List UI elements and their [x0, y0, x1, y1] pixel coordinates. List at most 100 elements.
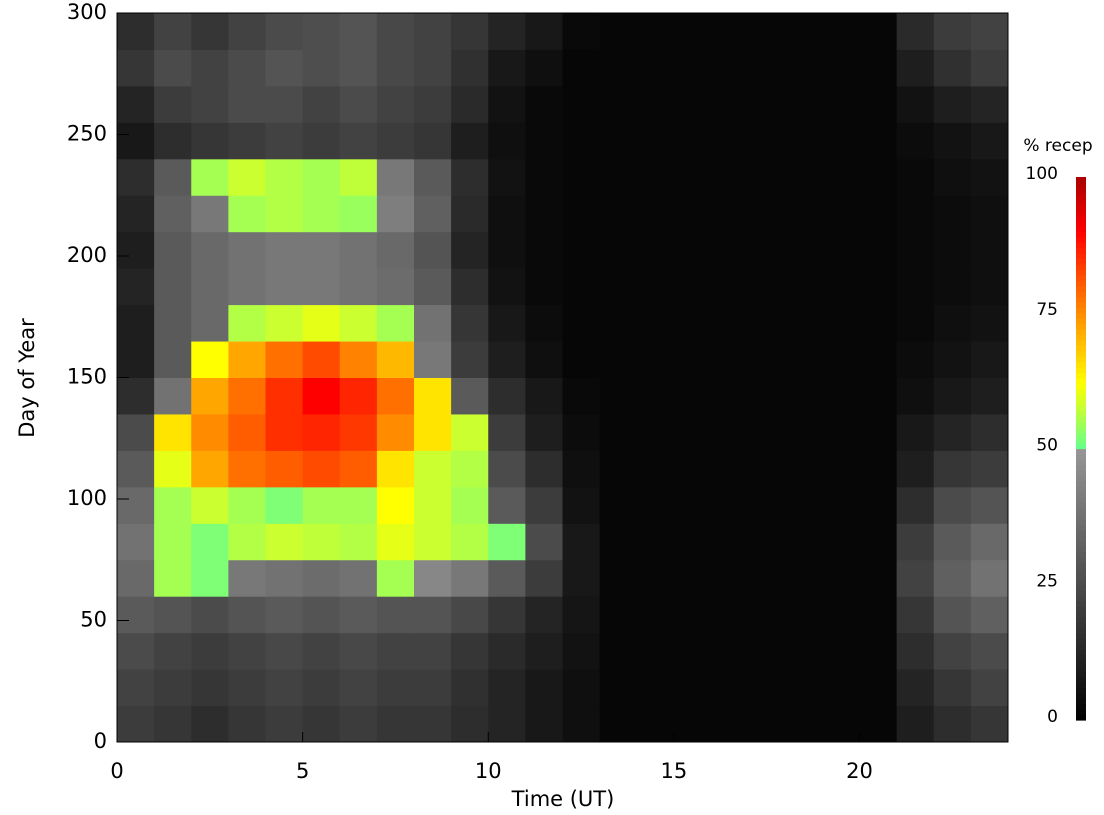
heatmap-cell: [302, 705, 341, 743]
colorbar-segment: [1076, 307, 1086, 314]
colorbar-segment: [1076, 709, 1086, 716]
heatmap-cell: [339, 450, 378, 488]
heatmap-cell: [822, 523, 860, 561]
colorbar-segment: [1076, 481, 1086, 488]
heatmap-cell: [228, 596, 266, 634]
heatmap-cell: [414, 632, 452, 670]
heatmap-cell: [822, 49, 860, 87]
heatmap-cell: [673, 13, 712, 50]
heatmap-cell: [302, 486, 341, 524]
heatmap-cell: [822, 231, 860, 269]
heatmap-cell: [488, 158, 526, 196]
heatmap-cell: [376, 341, 415, 378]
colorbar-segment: [1076, 654, 1086, 661]
heatmap-cell: [673, 195, 712, 233]
heatmap-cell: [451, 377, 489, 415]
heatmap-cell: [859, 13, 898, 50]
heatmap-cell: [414, 304, 452, 342]
heatmap-cell: [933, 450, 972, 488]
heatmap-cell: [822, 486, 860, 524]
heatmap-cell: [822, 705, 860, 743]
heatmap-cell: [896, 341, 935, 378]
heatmap-cell: [599, 377, 638, 415]
heatmap-cell: [599, 341, 638, 378]
heatmap-cell: [822, 122, 860, 160]
heatmap-cell: [376, 559, 415, 597]
heatmap-cell: [599, 13, 638, 50]
colorbar-segment: [1076, 312, 1086, 319]
heatmap-cell: [376, 413, 415, 451]
colorbar-segment: [1076, 350, 1086, 357]
heatmap-cell: [785, 49, 823, 87]
heatmap-cell: [488, 85, 526, 123]
heatmap-cell: [933, 13, 972, 50]
heatmap-cell: [414, 49, 452, 87]
heatmap-cell: [525, 268, 563, 306]
heatmap-cell: [562, 377, 601, 415]
heatmap-cell: [896, 268, 935, 306]
heatmap-cell: [191, 413, 229, 451]
heatmap-cell: [191, 377, 229, 415]
colorbar-segment: [1076, 714, 1086, 721]
heatmap-cell: [822, 13, 860, 50]
colorbar-segment: [1076, 182, 1086, 189]
heatmap-cell: [154, 122, 192, 160]
heatmap-cell: [673, 231, 712, 269]
heatmap-cell: [414, 268, 452, 306]
heatmap-cell: [414, 413, 452, 451]
y-tick-label: 200: [67, 243, 107, 267]
heatmap-cell: [859, 596, 898, 634]
heatmap-cell: [562, 669, 601, 707]
heatmap-cell: [748, 122, 786, 160]
colorbar-segment: [1076, 519, 1086, 526]
heatmap-cell: [265, 268, 304, 306]
heatmap-cell: [859, 705, 898, 743]
heatmap-cell: [117, 486, 155, 524]
heatmap-cell: [822, 268, 860, 306]
heatmap-cell: [414, 450, 452, 488]
heatmap-cell: [414, 341, 452, 378]
heatmap-cell: [154, 341, 192, 378]
heatmap-cell: [451, 13, 489, 50]
heatmap-cell: [785, 669, 823, 707]
heatmap-cell: [117, 13, 155, 50]
heatmap-cell: [154, 304, 192, 342]
heatmap-cell: [562, 450, 601, 488]
colorbar-segment: [1076, 198, 1086, 205]
colorbar-segment: [1076, 595, 1086, 602]
colorbar-segment: [1076, 453, 1086, 460]
heatmap-cell: [859, 85, 898, 123]
heatmap-cell: [414, 195, 452, 233]
colorbar-segment: [1076, 339, 1086, 346]
heatmap-cell: [191, 49, 229, 87]
colorbar-segment: [1076, 589, 1086, 596]
colorbar-segment: [1076, 567, 1086, 574]
heatmap-cell: [228, 413, 266, 451]
colorbar-segment: [1076, 551, 1086, 558]
heatmap-cell: [970, 413, 1009, 451]
heatmap-cell: [673, 559, 712, 597]
heatmap-cell: [525, 158, 563, 196]
heatmap-cell: [673, 304, 712, 342]
heatmap-cell: [154, 158, 192, 196]
colorbar-segment: [1076, 405, 1086, 412]
heatmap-cell: [562, 596, 601, 634]
colorbar-segment: [1076, 236, 1086, 243]
heatmap-cell: [859, 195, 898, 233]
heatmap-cell: [748, 268, 786, 306]
colorbar-segment: [1076, 573, 1086, 580]
heatmap-cell: [599, 85, 638, 123]
heatmap-cell: [339, 596, 378, 634]
colorbar-segment: [1076, 285, 1086, 292]
heatmap-cell: [451, 304, 489, 342]
colorbar-segment: [1076, 681, 1086, 689]
heatmap-cell: [711, 669, 749, 707]
heatmap-cell: [599, 231, 638, 269]
heatmap-cell: [896, 122, 935, 160]
heatmap-cell: [302, 304, 341, 342]
heatmap-cell: [896, 231, 935, 269]
heatmap-cell: [265, 341, 304, 378]
colorbar-segment: [1076, 562, 1086, 569]
heatmap-cell: [933, 85, 972, 123]
heatmap-cell: [414, 377, 452, 415]
